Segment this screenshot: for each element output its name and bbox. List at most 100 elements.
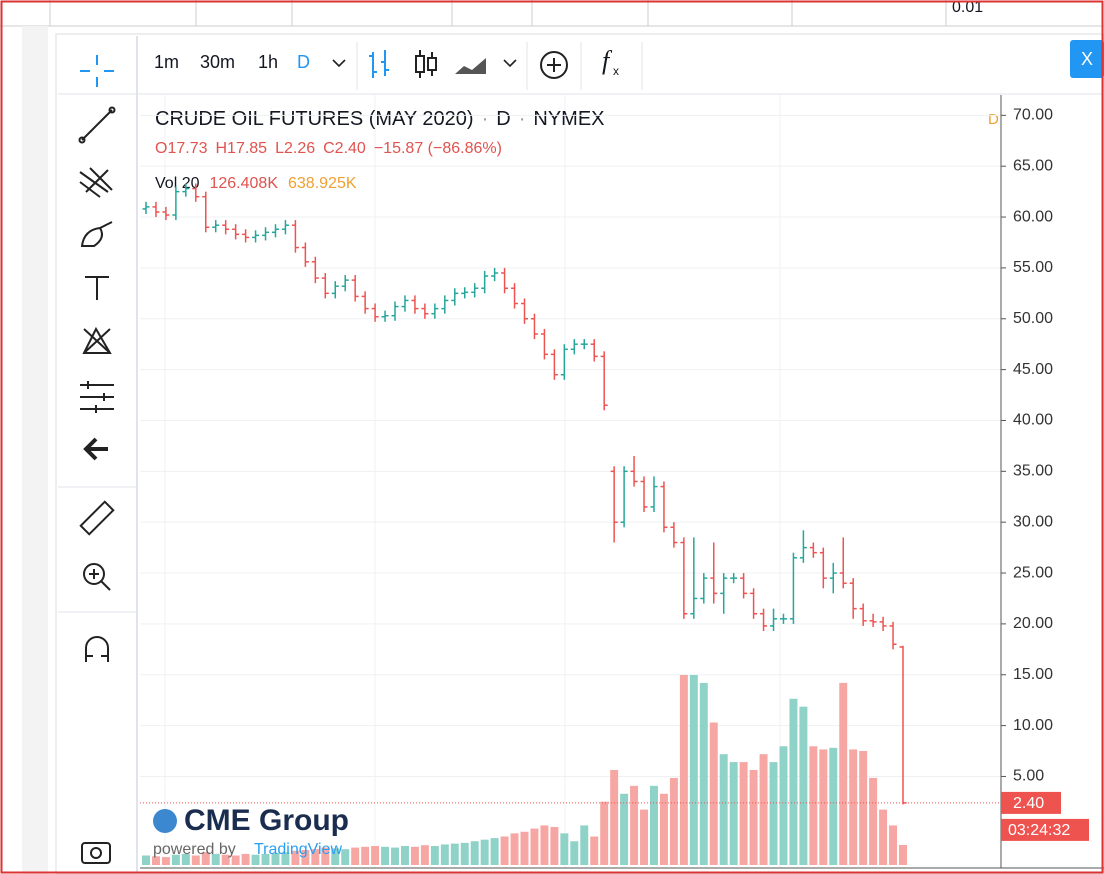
volume-bar [610,770,619,865]
volume-bar [391,847,399,865]
volume-bar [699,682,708,865]
volume-bar [261,853,270,865]
widget [55,33,1104,874]
volume-bar [171,854,180,865]
watermark: CME Group powered by TradingView [153,804,349,858]
volume-bar [361,846,370,865]
volume-bar [510,833,519,865]
close-button[interactable] [1070,40,1104,78]
y-tick-label: 40.00 [1013,412,1053,429]
interval-button[interactable]: D [297,52,310,72]
volume-bar [600,801,609,865]
volume-bar [779,746,788,865]
y-tick-label: 15.00 [1013,666,1053,683]
volume-bar [301,849,310,865]
volume-bar [271,853,280,865]
volume-bar [430,846,439,865]
volume-bar [221,854,230,865]
volume-bar [829,747,838,865]
y-tick-label: 35.00 [1013,463,1053,480]
volume-bar [650,785,658,865]
countdown-label: 03:24:32 [1008,822,1070,839]
chart-title: CRUDE OIL FUTURES (MAY 2020) · D · NYMEX [155,108,605,130]
volume-bar [749,770,758,865]
volume-bar [689,675,698,865]
volume-bar [500,836,509,865]
volume-bar [311,849,320,865]
volume-bar [341,849,350,865]
volume-bar [679,675,688,865]
volume-bar [281,852,290,865]
volume-bar [331,848,340,865]
volume-bar [480,839,489,865]
volume-bar [201,852,210,865]
volume-bar [879,809,888,865]
volume-bar [241,853,250,865]
ohlc-legend: O17.73 H17.85 L2.26 C2.40 −15.87 (−86.86%) [155,140,502,157]
interval-button[interactable]: 1h [258,52,278,72]
y-tick-label: 20.00 [1013,615,1053,632]
volume-bar [899,844,907,865]
y-tick-label: 55.00 [1013,259,1053,276]
volume-bar [849,749,858,865]
volume-bar [669,777,678,865]
y-tick-label: 70.00 [1013,107,1053,124]
volume-bar [440,844,449,865]
countdown-box [1001,818,1089,841]
svg-text:CME Group: CME Group [184,804,349,837]
scroll-gutter [22,26,48,874]
y-tick-label: 65.00 [1013,157,1053,174]
interval-button[interactable]: 1m [154,52,179,72]
y-tick-label: 10.00 [1013,717,1053,734]
volume-bar [400,846,409,865]
volume-bar [520,831,529,865]
svg-text:f: f [602,46,613,75]
svg-text:x: x [613,64,619,78]
top-value: 0.01 [952,0,983,16]
last-price-box [1001,791,1061,814]
volume-bar [450,843,459,865]
volume-bar [819,749,828,865]
volume-bar [321,847,330,865]
volume-bar [211,853,220,865]
volume-bar [799,706,808,865]
volume-bar [580,825,589,865]
volume-bar [381,846,390,865]
volume-bar [630,785,639,865]
y-tick-label: 60.00 [1013,208,1053,225]
y-tick-label: 30.00 [1013,513,1053,530]
volume-bar [161,857,170,865]
y-tick-label: 5.00 [1013,768,1044,785]
last-price-label: 2.40 [1013,795,1044,812]
volume-bar [351,847,360,865]
volume-bar [869,777,878,865]
volume-bar [231,855,240,865]
volume-bar [709,722,718,865]
volume-bar [460,842,469,865]
volume-bar [789,698,798,865]
volume-bar [540,825,549,865]
volume-bar [470,841,479,865]
volume-bar [590,836,599,865]
series: 5.00 10.00 15.00 20.00 25.00 30.00 35.00 40.00 4… [140,107,1089,865]
volume-bar [719,754,728,865]
svg-text:TradingView: TradingView [254,841,342,858]
y-tick-label: 50.00 [1013,310,1053,327]
volume-bar [410,846,419,865]
interval-button[interactable]: 30m [200,52,235,72]
left-toolbar [58,36,1104,874]
volume-bar [371,846,380,865]
volume-bar [769,762,778,865]
top-toolbar: 1m 30m 1h D f x X [154,40,1104,90]
volume-bar [142,855,150,865]
volume-bar [839,682,848,865]
volume-legend: Vol 20 126.408K 638.925K [155,175,357,192]
close-button-label[interactable]: X [1081,49,1093,69]
volume-bar [181,853,190,865]
volume-bar [620,793,629,865]
volume-bar [151,856,160,865]
volume-bar [889,825,898,865]
volume-bar [560,833,569,865]
